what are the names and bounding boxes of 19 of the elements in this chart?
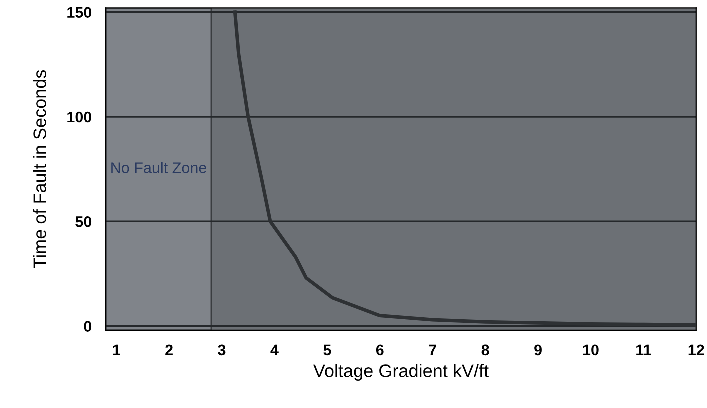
band-label: No Fault Zone bbox=[112, 162, 206, 174]
x-tick-label: 11 bbox=[636, 344, 652, 356]
x-tick-label: 2 bbox=[166, 344, 173, 356]
x-tick-label: 6 bbox=[376, 344, 384, 356]
x-tick-label: 9 bbox=[534, 344, 542, 356]
x-tick-label: 3 bbox=[218, 344, 226, 356]
y-tick-label: 50 bbox=[76, 216, 92, 228]
y-tick-label: 100 bbox=[68, 112, 92, 123]
x-tick-label: 1 bbox=[113, 344, 120, 356]
x-tick-label: 4 bbox=[270, 344, 279, 356]
x-tick-label: 10 bbox=[583, 344, 599, 356]
y-tick-label: 0 bbox=[84, 321, 92, 332]
x-tick-label: 8 bbox=[482, 344, 490, 356]
y-tick-label: 150 bbox=[68, 7, 92, 18]
y-axis-title: Time of Fault in Seconds bbox=[33, 70, 46, 268]
x-tick-label: 5 bbox=[324, 344, 332, 356]
x-axis-title: Voltage Gradient kV/ft bbox=[313, 364, 489, 381]
x-tick-label: 7 bbox=[429, 344, 436, 356]
x-tick-label: 12 bbox=[688, 344, 704, 356]
